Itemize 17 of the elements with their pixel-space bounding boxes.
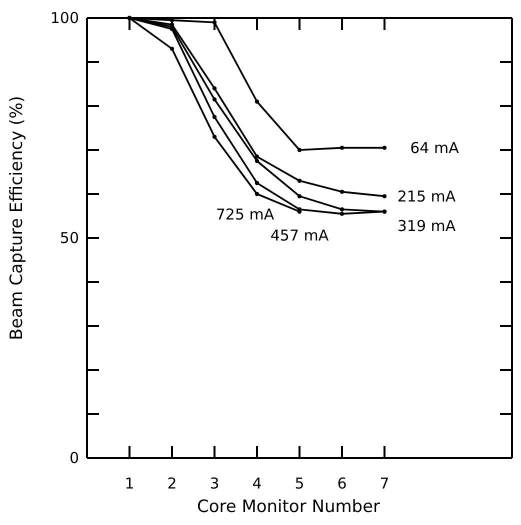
x-tick-label: 3 [210,474,220,493]
series-label: 457 mA [270,226,330,245]
y-axis-title: Beam Capture Efficiency (%) [7,96,27,340]
y-tick-label: 0 [69,448,79,467]
series-label: 725 mA [216,205,275,224]
series-label: 319 mA [397,216,456,235]
x-tick-label: 1 [124,474,134,493]
series-label: 215 mA [397,187,456,206]
x-tick-label: 6 [337,474,347,493]
x-tick-label: 5 [294,474,304,493]
x-tick-label: 2 [167,474,177,493]
series-label: 64 mA [410,139,460,158]
y-tick-label: 50 [60,228,79,247]
x-tick-label: 4 [252,474,262,493]
x-tick-label: 7 [380,474,390,493]
x-axis-title: Core Monitor Number [196,497,380,517]
y-tick-label: 100 [50,8,79,27]
